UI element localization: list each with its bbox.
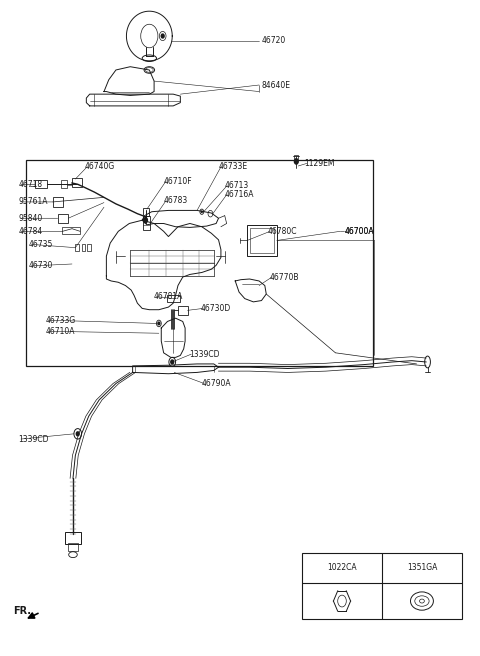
Bar [72, 178, 82, 187]
Circle shape [294, 159, 298, 164]
Text: 46718: 46718 [19, 180, 43, 189]
Bar [178, 306, 188, 315]
Bar [87, 245, 91, 251]
Bar [26, 160, 372, 366]
Text: 46730: 46730 [29, 262, 53, 270]
Text: 46700A: 46700A [345, 227, 374, 236]
Text: 46784: 46784 [19, 227, 43, 236]
Text: 46730D: 46730D [201, 304, 231, 313]
Text: 46710A: 46710A [46, 327, 75, 336]
Bar [250, 228, 275, 253]
Text: FR.: FR. [13, 606, 31, 616]
Text: 1351GA: 1351GA [407, 564, 437, 572]
Text: 1339CD: 1339CD [19, 434, 49, 443]
Text: 46720: 46720 [262, 36, 286, 45]
Bar [75, 245, 79, 251]
Bar [143, 216, 150, 230]
Bar [143, 208, 149, 216]
Text: 84640E: 84640E [262, 81, 290, 89]
Circle shape [171, 360, 174, 364]
Circle shape [76, 432, 79, 436]
Bar [58, 215, 68, 223]
Text: 46713: 46713 [225, 181, 249, 190]
Bar [35, 180, 47, 188]
Text: 46780C: 46780C [268, 227, 297, 236]
Text: 46781A: 46781A [154, 292, 183, 301]
Bar [65, 532, 81, 544]
Bar [294, 155, 298, 159]
Text: 46733E: 46733E [219, 161, 248, 171]
Text: 46733G: 46733G [46, 316, 76, 325]
Bar [247, 225, 277, 256]
Text: 46710F: 46710F [164, 176, 192, 186]
Text: 1339CD: 1339CD [189, 350, 219, 359]
Text: 46716A: 46716A [225, 190, 254, 199]
Text: 95761A: 95761A [19, 197, 48, 207]
Bar [168, 295, 180, 302]
Text: 46735: 46735 [29, 240, 53, 249]
Circle shape [158, 322, 160, 325]
Circle shape [161, 34, 164, 38]
Bar [53, 197, 63, 207]
Text: 46740G: 46740G [85, 162, 115, 171]
Text: 1022CA: 1022CA [327, 564, 357, 572]
Bar [68, 543, 78, 552]
Text: 46700A: 46700A [345, 227, 374, 236]
Bar [302, 554, 462, 619]
Bar [82, 245, 85, 251]
Circle shape [201, 211, 202, 213]
Text: 46783: 46783 [164, 196, 188, 205]
Text: 46790A: 46790A [202, 379, 231, 388]
Text: 1129EM: 1129EM [304, 159, 335, 168]
Bar [61, 180, 67, 188]
Bar [62, 228, 80, 234]
Circle shape [144, 218, 147, 223]
Text: 95840: 95840 [19, 214, 43, 223]
Text: 46770B: 46770B [270, 272, 299, 281]
